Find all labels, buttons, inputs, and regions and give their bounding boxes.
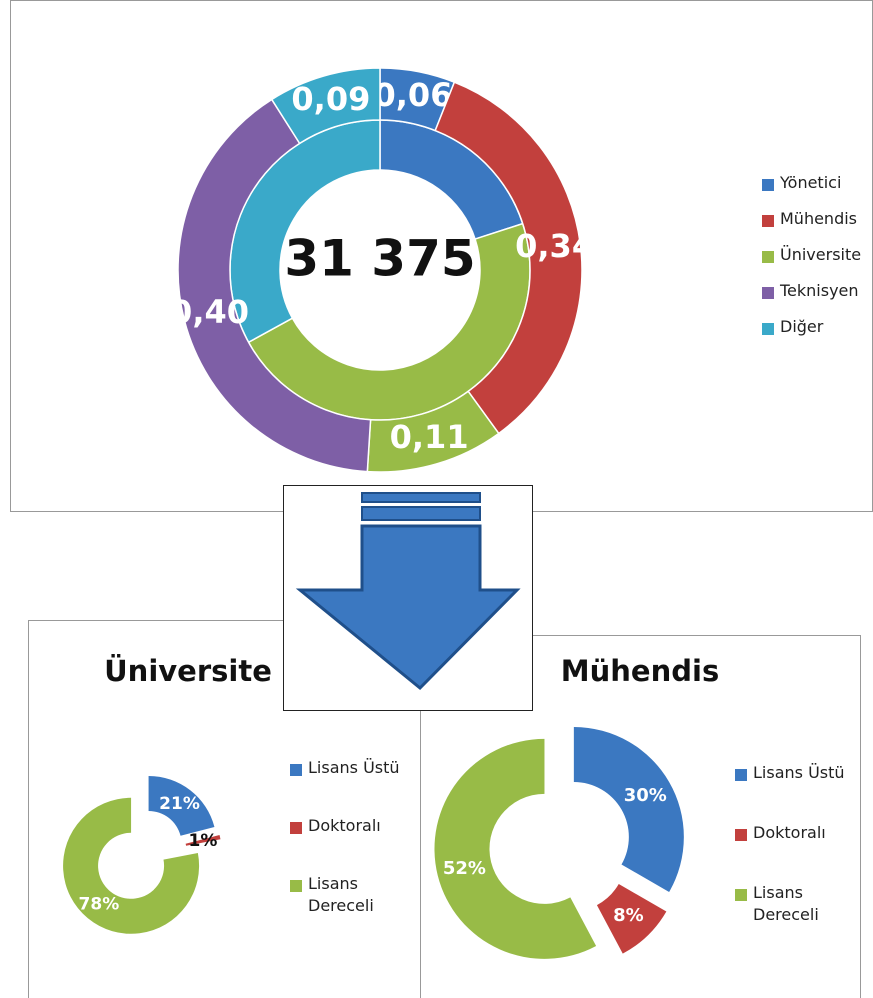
donut-segment bbox=[434, 738, 597, 959]
legend-label: Doktoralı bbox=[753, 823, 826, 842]
legend-item: Doktoralı bbox=[290, 816, 403, 837]
data-label: 0,34 bbox=[515, 227, 594, 265]
legend-swatch bbox=[762, 323, 774, 335]
legend-item: Yönetici bbox=[762, 173, 873, 194]
chart-title: Mühendis bbox=[561, 654, 719, 688]
legend-label: Doktoralı bbox=[308, 816, 381, 835]
legend-label: Mühendis bbox=[780, 209, 858, 228]
legend-item: Lisans Üstü bbox=[735, 763, 848, 784]
data-label: 1% bbox=[189, 831, 218, 851]
legend-label: Üniversite bbox=[780, 245, 862, 264]
legend-label: Yönetici bbox=[780, 173, 842, 192]
center-label: 31 375 bbox=[284, 230, 475, 288]
legend-swatch bbox=[290, 880, 302, 892]
data-label: 0,40 bbox=[170, 293, 249, 331]
legend-item: Lisans Dereceli bbox=[735, 883, 848, 926]
legend-label: Lisans Üstü bbox=[753, 763, 845, 782]
legend-swatch bbox=[762, 287, 774, 299]
legend-swatch bbox=[762, 251, 774, 263]
legend-item: Üniversite bbox=[762, 245, 873, 266]
data-label: 30% bbox=[624, 785, 667, 806]
data-label: 0,06 bbox=[374, 76, 453, 114]
legend-item: Doktoralı bbox=[735, 823, 848, 844]
legend-label: Teknisyen bbox=[780, 281, 859, 300]
legend-swatch bbox=[290, 822, 302, 834]
donut-segment bbox=[185, 835, 221, 846]
legend-swatch bbox=[735, 829, 747, 841]
data-label: 21% bbox=[159, 794, 200, 814]
legend-label: Lisans Dereceli bbox=[308, 874, 374, 915]
donut-segment bbox=[63, 797, 200, 934]
arrow-bar bbox=[361, 492, 481, 503]
arrow-bar bbox=[361, 506, 481, 521]
donut-segment bbox=[148, 775, 215, 836]
legend-label: Diğer bbox=[780, 317, 824, 336]
legend-item: Mühendis bbox=[762, 209, 873, 230]
legend-item: Diğer bbox=[762, 317, 873, 338]
legend-swatch bbox=[762, 179, 774, 191]
legend-label: Lisans Üstü bbox=[308, 758, 400, 777]
legend-swatch bbox=[762, 215, 774, 227]
donut-segment bbox=[434, 81, 583, 435]
legend-label: Lisans Dereceli bbox=[753, 883, 819, 924]
legend-swatch bbox=[735, 889, 747, 901]
charts: 0,06 0,34 0,11 0,40 0,09 31 375 21% 1% 78% Üniver… bbox=[63, 67, 719, 959]
data-label: 78% bbox=[79, 895, 120, 915]
data-label: 8% bbox=[613, 905, 644, 926]
legend-item: Teknisyen bbox=[762, 281, 873, 302]
data-label: 0,11 bbox=[390, 418, 469, 456]
donut-segment bbox=[596, 884, 667, 954]
arrow-box bbox=[283, 485, 533, 711]
legend-item: Lisans Üstü bbox=[290, 758, 403, 779]
data-label: 52% bbox=[443, 858, 486, 879]
donut-segment bbox=[270, 67, 381, 145]
arrow bbox=[295, 524, 521, 691]
donut-segment bbox=[177, 98, 372, 473]
legend-swatch bbox=[735, 769, 747, 781]
legend-item: Lisans Dereceli bbox=[290, 874, 403, 917]
legend-swatch bbox=[290, 764, 302, 776]
chart-title: Üniversite bbox=[104, 654, 272, 688]
data-label: 0,09 bbox=[291, 80, 370, 118]
donut-segment bbox=[573, 727, 684, 892]
